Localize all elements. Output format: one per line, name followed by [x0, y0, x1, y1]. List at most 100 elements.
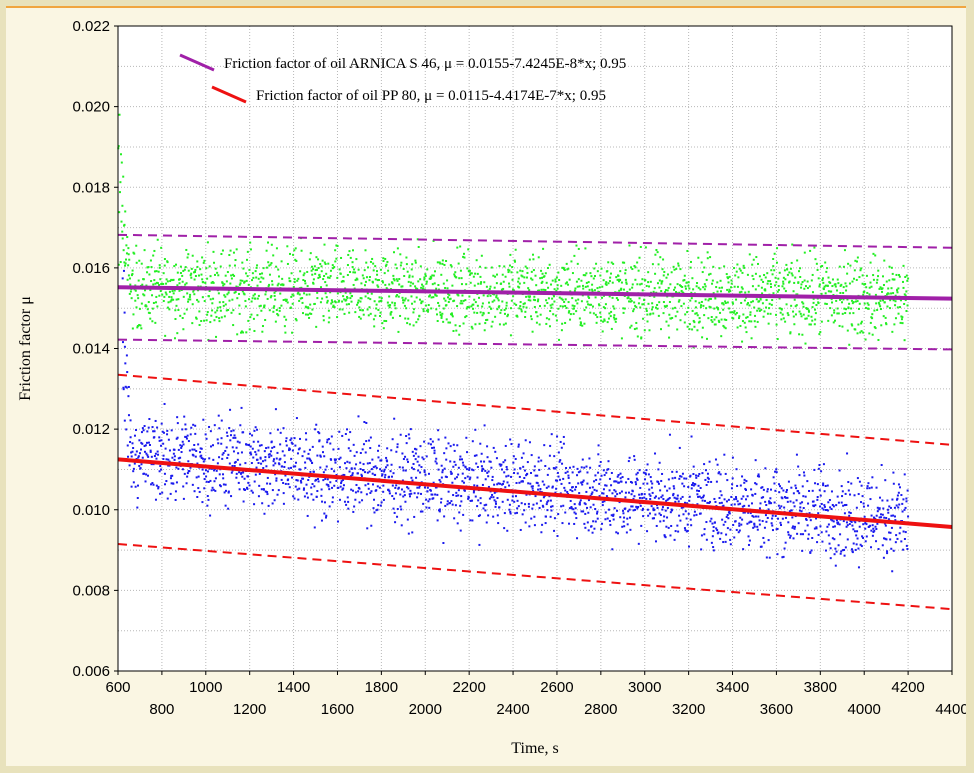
- scatter-point: [224, 504, 227, 507]
- scatter-point: [645, 307, 648, 310]
- scatter-point: [516, 507, 519, 510]
- scatter-point: [345, 303, 348, 306]
- scatter-point: [846, 524, 849, 527]
- scatter-point: [357, 268, 360, 271]
- scatter-point: [255, 276, 258, 279]
- scatter-point: [197, 487, 200, 490]
- scatter-point: [340, 480, 343, 483]
- scatter-point: [384, 257, 387, 260]
- scatter-point: [120, 161, 123, 164]
- scatter-point: [504, 444, 507, 447]
- scatter-point: [885, 538, 888, 541]
- scatter-point: [121, 277, 124, 280]
- scatter-point: [205, 319, 208, 322]
- scatter-point: [717, 319, 720, 322]
- scatter-point: [296, 279, 299, 282]
- scatter-point: [864, 306, 867, 309]
- scatter-point: [490, 466, 493, 469]
- scatter-point: [562, 442, 565, 445]
- scatter-point: [130, 297, 133, 300]
- scatter-point: [451, 503, 454, 506]
- scatter-point: [423, 276, 426, 279]
- scatter-point: [896, 291, 899, 294]
- scatter-point: [172, 482, 175, 485]
- scatter-point: [853, 277, 856, 280]
- scatter-point: [435, 457, 438, 460]
- scatter-point: [425, 506, 428, 509]
- scatter-point: [530, 454, 533, 457]
- scatter-point: [156, 426, 159, 429]
- scatter-point: [286, 245, 289, 248]
- scatter-point: [155, 281, 158, 284]
- scatter-point: [627, 477, 630, 480]
- scatter-point: [185, 308, 188, 311]
- scatter-point: [652, 290, 655, 293]
- scatter-point: [697, 490, 700, 493]
- scatter-point: [521, 270, 524, 273]
- scatter-point: [647, 281, 650, 284]
- scatter-point: [764, 500, 767, 503]
- scatter-point: [586, 285, 589, 288]
- scatter-point: [267, 504, 270, 507]
- scatter-point: [276, 493, 279, 496]
- legend-swatch: [211, 85, 247, 104]
- scatter-point: [350, 488, 353, 491]
- scatter-point: [240, 330, 243, 333]
- scatter-point: [431, 493, 434, 496]
- scatter-point: [671, 477, 674, 480]
- scatter-point: [519, 301, 522, 304]
- scatter-point: [466, 475, 469, 478]
- scatter-point: [348, 461, 351, 464]
- scatter-point: [578, 503, 581, 506]
- scatter-point: [702, 286, 705, 289]
- scatter-point: [759, 502, 762, 505]
- scatter-point: [879, 305, 882, 308]
- scatter-point: [762, 315, 765, 318]
- scatter-point: [747, 511, 750, 514]
- scatter-point: [521, 480, 524, 483]
- scatter-point: [561, 305, 564, 308]
- scatter-point: [135, 428, 138, 431]
- scatter-point: [561, 462, 564, 465]
- scatter-point: [525, 306, 528, 309]
- scatter-point: [599, 311, 602, 314]
- scatter-point: [146, 271, 149, 274]
- scatter-point: [415, 321, 418, 324]
- scatter-point: [234, 436, 237, 439]
- scatter-point: [281, 277, 284, 280]
- scatter-point: [365, 493, 368, 496]
- scatter-point: [897, 491, 900, 494]
- scatter-point: [228, 427, 231, 430]
- scatter-point: [839, 533, 842, 536]
- scatter-point: [584, 503, 587, 506]
- scatter-point: [172, 298, 175, 301]
- scatter-point: [546, 501, 549, 504]
- scatter-point: [240, 471, 243, 474]
- scatter-point: [385, 287, 388, 290]
- scatter-point: [769, 497, 772, 500]
- scatter-point: [723, 326, 726, 329]
- scatter-point: [321, 259, 324, 262]
- scatter-point: [741, 271, 744, 274]
- scatter-point: [898, 532, 901, 535]
- scatter-point: [529, 482, 532, 485]
- scatter-point: [578, 492, 581, 495]
- scatter-point: [754, 515, 757, 518]
- scatter-point: [899, 526, 902, 529]
- scatter-point: [269, 296, 272, 299]
- scatter-point: [508, 269, 511, 272]
- scatter-point: [513, 468, 516, 471]
- scatter-point: [422, 502, 425, 505]
- scatter-point: [213, 424, 216, 427]
- scatter-point: [377, 308, 380, 311]
- scatter-point: [824, 549, 827, 552]
- scatter-point: [871, 524, 874, 527]
- scatter-point: [879, 299, 882, 302]
- scatter-point: [791, 526, 794, 529]
- scatter-point: [346, 274, 349, 277]
- scatter-point: [306, 457, 309, 460]
- scatter-point: [427, 308, 430, 311]
- scatter-point: [437, 288, 440, 291]
- scatter-point: [570, 260, 573, 263]
- scatter-point: [160, 468, 163, 471]
